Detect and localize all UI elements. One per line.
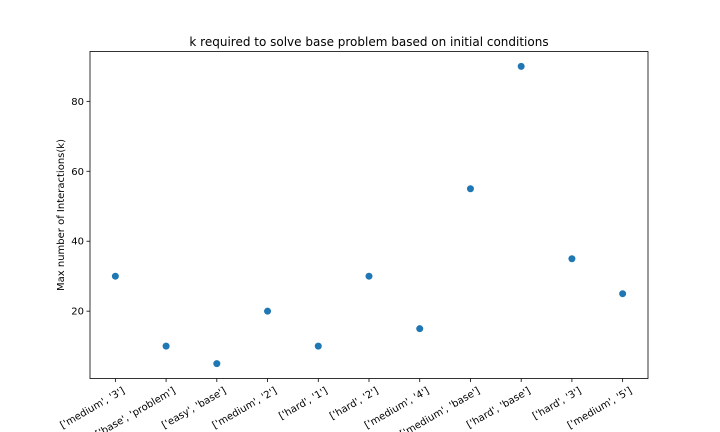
y-axis-label: Max number of Interactions(k) — [56, 139, 67, 291]
chart-title: k required to solve base problem based o… — [189, 35, 548, 49]
plot-area — [89, 51, 649, 379]
data-point — [416, 325, 424, 333]
y-axis: 20 40 60 80 — [71, 97, 90, 318]
data-point — [213, 360, 221, 368]
data-point — [162, 342, 170, 350]
data-points — [111, 62, 627, 368]
data-point — [619, 290, 627, 298]
data-point — [314, 342, 322, 350]
data-point — [365, 272, 373, 280]
y-tick-label: 80 — [71, 97, 84, 108]
data-point — [568, 255, 576, 263]
y-tick-label: 40 — [71, 237, 84, 248]
y-tick-label: 60 — [71, 167, 84, 178]
data-point — [264, 307, 272, 315]
data-point — [517, 62, 525, 70]
x-axis: ['medium', '3']['base', 'problem']['easy… — [58, 378, 634, 432]
data-point — [466, 185, 474, 193]
y-tick-label: 20 — [71, 307, 84, 318]
data-point — [111, 272, 119, 280]
x-tick-label: ['hard', '1'] — [277, 386, 330, 423]
